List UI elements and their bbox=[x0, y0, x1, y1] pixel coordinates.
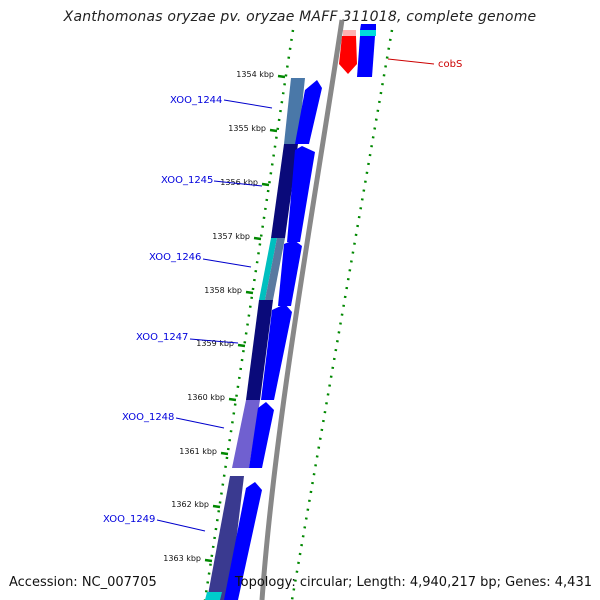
band-segment-1245 bbox=[271, 144, 298, 238]
gene-leader-line bbox=[175, 417, 225, 429]
cobs-gene-arrow bbox=[339, 36, 357, 74]
cds-arrow-1245 bbox=[287, 146, 315, 242]
gene-label[interactable]: XOO_1249 bbox=[103, 514, 155, 525]
top-blue-gene-arrow bbox=[357, 36, 375, 77]
inner-scale-line bbox=[290, 29, 394, 600]
band-segment-1246-cyan bbox=[259, 238, 277, 300]
tick-label: 1355 kbp bbox=[228, 124, 266, 133]
topology-text: Topology: circular; Length: 4,940,217 bp… bbox=[234, 575, 592, 590]
tick-label: 1354 kbp bbox=[236, 70, 274, 79]
band-segment-1248 bbox=[232, 400, 260, 468]
gene-leader-line bbox=[223, 99, 273, 109]
tick-mark bbox=[220, 451, 229, 456]
label-layer: XOO_1244 XOO_1245 XOO_1246 XOO_1247 XOO_1248… bbox=[103, 95, 273, 532]
top-blue-gene-head bbox=[360, 24, 376, 30]
tick-mark bbox=[269, 128, 278, 133]
tick-mark bbox=[245, 290, 254, 295]
gene-label[interactable]: XOO_1247 bbox=[136, 332, 188, 343]
tick-mark bbox=[237, 343, 246, 348]
tick-mark bbox=[277, 74, 286, 79]
band-segment-bottom-cyan bbox=[205, 592, 222, 600]
band-segment-1249 bbox=[207, 476, 244, 600]
cobs-label: cobS bbox=[438, 59, 462, 70]
tick-mark bbox=[212, 504, 221, 509]
tick-label: 1362 kbp bbox=[171, 500, 209, 509]
tick-label: 1361 kbp bbox=[179, 447, 217, 456]
cds-arrow-1249 bbox=[224, 482, 262, 600]
gene-label[interactable]: XOO_1245 bbox=[161, 175, 213, 186]
backbone-line bbox=[259, 19, 345, 600]
top-band-cyan bbox=[360, 30, 376, 36]
cds-arrow-1247 bbox=[261, 304, 292, 400]
tick-label: 1363 kbp bbox=[163, 554, 201, 563]
band-segment-1247 bbox=[246, 300, 273, 400]
gene-label[interactable]: XOO_1248 bbox=[122, 412, 174, 423]
cobs-leader-line bbox=[387, 58, 435, 65]
gene-leader-line bbox=[156, 519, 206, 532]
tick-label: 1357 kbp bbox=[212, 232, 250, 241]
cds-arrow-1248 bbox=[249, 402, 274, 468]
tick-layer: 1354 kbp 1355 kbp 1356 kbp 1357 kbp 1358 kbp… bbox=[163, 70, 286, 563]
gene-label[interactable]: XOO_1246 bbox=[149, 252, 201, 263]
cds-arrow-1246 bbox=[278, 240, 302, 306]
gene-leader-line bbox=[213, 180, 263, 187]
accession-text: Accession: NC_007705 bbox=[9, 575, 157, 590]
tick-mark bbox=[261, 182, 270, 187]
band-segment-1246 bbox=[265, 238, 285, 300]
gene-leader-line bbox=[189, 338, 239, 344]
map-title: Xanthomonas oryzae pv. oryzae MAFF 31101… bbox=[63, 9, 537, 25]
tick-label: 1358 kbp bbox=[204, 286, 242, 295]
tick-mark bbox=[253, 236, 262, 241]
tick-mark bbox=[204, 558, 213, 563]
top-band-pink bbox=[343, 30, 356, 36]
gene-leader-line bbox=[202, 258, 252, 268]
tick-label: 1359 kbp bbox=[196, 339, 234, 348]
gene-label[interactable]: XOO_1244 bbox=[170, 95, 222, 106]
cds-arrow-1244 bbox=[295, 80, 322, 144]
tick-label: 1356 kbp bbox=[220, 178, 258, 187]
outer-scale-line bbox=[203, 29, 295, 600]
tick-label: 1360 kbp bbox=[187, 393, 225, 402]
tick-mark bbox=[228, 397, 237, 402]
